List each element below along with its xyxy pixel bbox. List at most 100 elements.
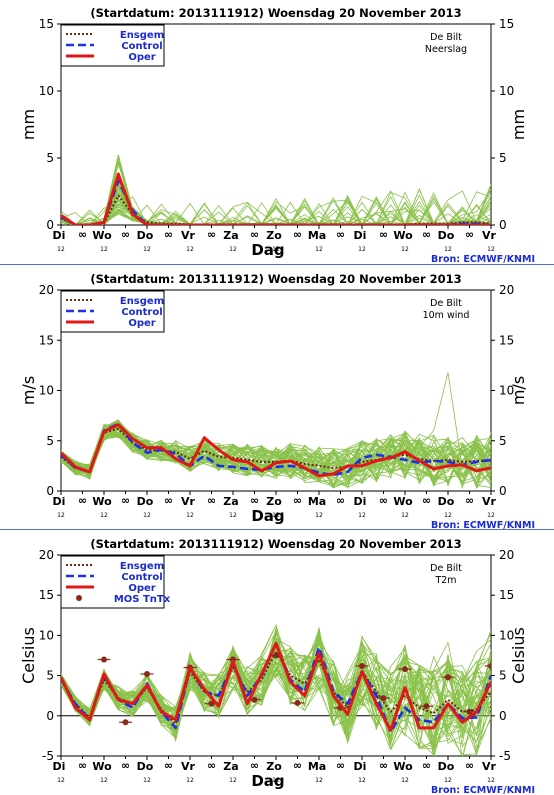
y-axis-label: mm [19,109,38,140]
midnight-label: ∞ [207,494,216,507]
day-label: Wo [393,760,413,773]
mos-marker [423,703,430,710]
day-label: Di [53,495,66,508]
hour-label: 12 [143,512,151,519]
y-axis-label-right: mm [509,109,528,140]
midnight-label: ∞ [250,494,259,507]
hour-label: 12 [100,246,108,253]
hour-label: 12 [57,246,65,253]
day-label: Di [53,760,66,773]
hour-label: 12 [272,512,280,519]
legend-label-control: Control [121,572,162,583]
midnight-label: ∞ [164,494,173,507]
day-label: Ma [308,495,326,508]
wind-panel: (Startdatum: 2013111912) Woensdag 20 Nov… [0,266,554,530]
midnight-label: ∞ [78,759,87,772]
day-label: Vr [181,495,196,508]
oper-line [61,641,491,732]
y-tick-label: 10 [39,384,54,398]
day-label: Wo [92,760,112,773]
y-tick-label: 10 [39,628,54,642]
chart-svg: (Startdatum: 2013111912) Woensdag 20 Nov… [19,537,535,795]
day-label: Vr [181,760,196,773]
hour-label: 12 [186,777,194,784]
midnight-label: ∞ [465,494,474,507]
y-tick-label: 15 [499,588,514,602]
legend-label-ensgem: Ensgem [120,30,164,41]
y-tick-label: 20 [499,548,514,562]
chart-title: (Startdatum: 2013111912) Woensdag 20 Nov… [90,272,461,286]
midnight-label: ∞ [121,494,130,507]
day-label: Do [137,229,154,242]
temperature-panel: (Startdatum: 2013111912) Woensdag 20 Nov… [0,531,554,795]
plot-area [61,623,491,756]
mos-marker [208,700,215,707]
ensemble-member-line [61,649,491,743]
midnight-label: ∞ [465,228,474,241]
control-line [61,422,491,477]
midnight-label: ∞ [336,759,345,772]
mos-marker [402,666,408,673]
day-label: Vr [482,760,497,773]
y-tick-label: 5 [46,669,54,683]
x-axis-label: Dag [251,241,284,259]
day-label: Do [438,760,455,773]
ensemble-member-line [61,649,491,751]
y-tick-label: 0 [499,484,507,498]
mos-marker [251,696,258,703]
legend-label-ensgem: Ensgem [120,561,164,572]
y-axis-label-right: Celsius [509,627,528,684]
midnight-label: ∞ [465,759,474,772]
hour-label: 12 [487,777,495,784]
chart-svg: (Startdatum: 2013111912) Woensdag 20 Nov… [19,6,535,264]
panel-divider [0,529,554,530]
hour-label: 12 [401,777,409,784]
ensgem-line [61,427,491,473]
ensemble-member-line [61,432,491,481]
y-tick-label: 5 [46,151,54,165]
y-tick-label: 5 [499,151,507,165]
legend-label-oper: Oper [128,583,155,594]
ensemble-member-line [61,632,491,755]
ensemble-member-line [61,627,491,756]
precipitation-panel: (Startdatum: 2013111912) Woensdag 20 Nov… [0,0,554,264]
y-tick-label: 15 [39,333,54,347]
midnight-label: ∞ [422,759,431,772]
hour-label: 12 [229,246,237,253]
y-axis-label: Celsius [19,627,38,684]
station-label: De Bilt [430,298,462,309]
station-label: De Bilt [430,563,462,574]
hour-label: 12 [143,246,151,253]
oper-line [61,423,491,478]
hour-label: 12 [444,777,452,784]
hour-label: 12 [487,246,495,253]
chart-svg: (Startdatum: 2013111912) Woensdag 20 Nov… [19,272,535,530]
hour-label: 12 [272,777,280,784]
y-tick-label: -5 [499,749,511,763]
hour-label: 12 [315,512,323,519]
oper-line [61,172,491,225]
y-tick-label: 20 [39,548,54,562]
midnight-label: ∞ [207,759,216,772]
plot-area [61,154,491,225]
y-tick-label: 5 [499,669,507,683]
day-label: Ma [308,760,326,773]
hour-label: 12 [401,512,409,519]
y-tick-label: 15 [499,333,514,347]
x-axis-label: Dag [251,507,284,525]
day-label: Vr [482,495,497,508]
panel-divider [0,264,554,265]
midnight-label: ∞ [293,759,302,772]
legend-label-oper: Oper [128,52,155,63]
day-label: Zo [266,760,282,773]
y-tick-label: 5 [499,434,507,448]
day-label: Do [137,495,154,508]
hour-label: 12 [358,512,366,519]
chart-title: (Startdatum: 2013111912) Woensdag 20 Nov… [90,537,461,551]
hour-label: 12 [57,777,65,784]
mos-marker [101,656,107,663]
day-label: Di [354,760,367,773]
midnight-label: ∞ [78,228,87,241]
plot-area [61,372,491,490]
